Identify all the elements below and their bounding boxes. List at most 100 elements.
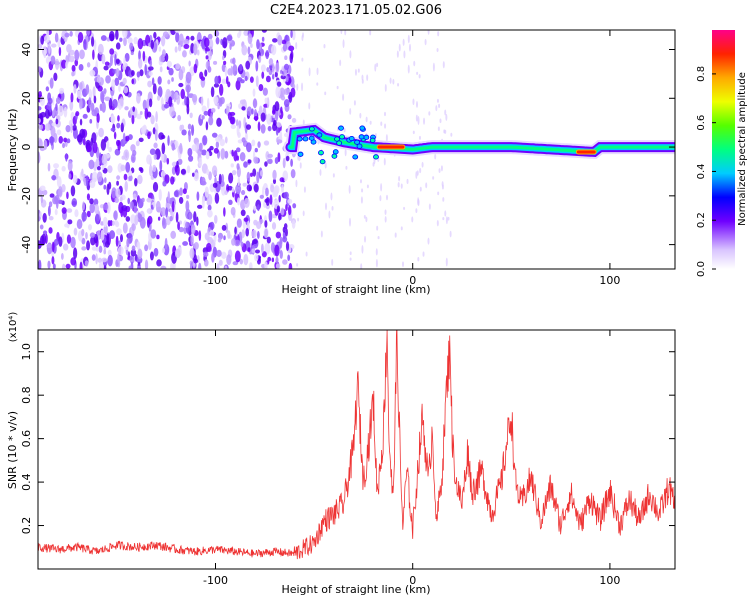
spectrogram-noise-cell xyxy=(81,168,84,178)
spectrogram-noise-cell xyxy=(106,233,110,245)
spectrogram-noise-cell xyxy=(109,219,113,227)
spectrogram-speckle xyxy=(336,85,339,90)
spectrogram-noise-cell xyxy=(190,234,194,246)
spectrogram-noise-cell xyxy=(103,265,107,269)
spectrogram-noise-cell xyxy=(70,257,77,266)
spectrogram-speckle xyxy=(345,165,348,170)
spectrogram-noise-cell xyxy=(130,249,137,257)
spectrogram-noise-cell xyxy=(251,229,257,239)
spectrogram-speckle xyxy=(308,102,311,110)
spectrogram-blob xyxy=(296,136,303,142)
spectrogram-noise-cell xyxy=(283,88,290,95)
spectrogram-speckle xyxy=(325,202,328,211)
spectrogram-noise-cell xyxy=(232,261,239,266)
spectrogram-noise-cell xyxy=(260,124,266,134)
spectrogram-speckle xyxy=(435,105,438,112)
spectrogram-speckle xyxy=(436,98,439,103)
spectrogram-noise-cell xyxy=(53,163,60,169)
spectrogram-noise-cell xyxy=(161,49,166,58)
spectrogram-noise-cell xyxy=(222,55,225,61)
spectrogram-noise-cell xyxy=(109,230,116,240)
colorbar-tick-label: 0.4 xyxy=(696,163,707,179)
spectrogram-speckle xyxy=(416,71,419,75)
spectrogram-noise-cell xyxy=(218,83,224,96)
spectrogram-noise-cell xyxy=(161,134,166,140)
spectrogram-noise-cell xyxy=(215,141,220,149)
spectrogram-noise-cell xyxy=(263,140,270,146)
spectrogram-noise-cell xyxy=(266,236,271,244)
spectrogram-noise-cell xyxy=(256,171,260,184)
spectrogram-noise-cell xyxy=(250,43,253,48)
spectrogram-noise-cell xyxy=(120,122,124,133)
spectrogram-noise-cell xyxy=(81,246,87,251)
spectrogram-noise-cell xyxy=(152,127,156,135)
spectrogram-noise-cell xyxy=(53,72,58,82)
spectrogram-noise-cell xyxy=(49,193,55,198)
colorbar: 0.0 0.2 0.4 0.6 0.8 Normalized spectral ampl… xyxy=(696,30,748,277)
spectrogram-noise-cell xyxy=(252,239,258,245)
spectrogram-speckle xyxy=(383,157,386,166)
spectrogram-noise-cell xyxy=(161,142,166,155)
spectrogram-x-ticks: -100 0 100 xyxy=(203,30,620,287)
page-title: C2E4.2023.171.05.02.G06 xyxy=(270,3,442,18)
spectrogram-speckle xyxy=(342,93,345,101)
spectrogram-noise-cell xyxy=(97,85,103,92)
spectrogram-noise-cell xyxy=(276,81,282,87)
spectrogram-noise-cell xyxy=(70,185,76,197)
snr-x-ticks: -100 0 100 xyxy=(203,330,620,587)
spectrogram-noise-cell xyxy=(235,184,242,195)
spectrogram-noise-cell xyxy=(96,171,103,183)
spectrogram-blob xyxy=(338,125,344,131)
spectrogram-noise-cell xyxy=(137,248,143,260)
spectrogram-noise-cell xyxy=(44,109,50,119)
spectrogram-noise-cell xyxy=(110,115,116,124)
spectrogram-noise-cell xyxy=(256,231,260,239)
spectrogram-noise-cell xyxy=(198,262,202,269)
snr-ytick-label: 0.2 xyxy=(20,517,33,535)
spectrogram-speckle xyxy=(369,120,372,125)
spectrogram-noise-cell xyxy=(90,36,95,47)
spectrogram-noise-cell xyxy=(242,182,247,187)
spectrogram-noise-cell xyxy=(181,129,187,136)
spectrogram-noise-cell xyxy=(206,242,212,253)
spectrogram-speckle xyxy=(417,197,420,206)
spectrogram-noise-cell xyxy=(70,236,76,249)
spectrogram-noise-cell xyxy=(239,63,243,72)
spectrogram-speckle xyxy=(369,30,372,36)
spectrogram-noise-cell xyxy=(231,238,236,246)
spectrogram-noise-cell xyxy=(72,174,78,184)
spectrogram-noise-cell xyxy=(165,207,169,218)
spectrogram-noise-cell xyxy=(163,103,170,109)
spectrogram-noise-cell xyxy=(171,200,175,212)
spectrogram-noise-cell xyxy=(140,125,147,135)
spectrogram-noise-cell xyxy=(144,259,149,269)
spectrogram-noise-cell xyxy=(38,118,41,124)
spectrogram-noise-cell xyxy=(84,260,89,267)
colorbar-tick-label: 0.0 xyxy=(696,261,707,277)
spectrogram-noise-cell xyxy=(71,124,77,131)
spectrogram-noise-cell xyxy=(204,47,211,52)
spectrogram-noise-cell xyxy=(109,54,113,67)
spectrogram-noise-cell xyxy=(104,177,107,184)
spectrogram-noise-cell xyxy=(117,253,121,264)
spectrogram-noise-cell xyxy=(153,247,159,257)
spectrogram-noise-cell xyxy=(279,130,283,140)
spectrogram-noise-cell xyxy=(157,76,162,85)
spectrogram-ytick-label: -40 xyxy=(20,236,33,254)
spectrogram-noise-cell xyxy=(253,219,258,226)
spectrogram-noise-cell xyxy=(236,147,241,153)
spectrogram-noise-cell xyxy=(216,249,222,258)
spectrogram-speckle xyxy=(340,30,343,35)
spectrogram-speckle xyxy=(402,38,405,46)
spectrogram-noise-cell xyxy=(67,160,73,172)
spectrogram-noise-cell xyxy=(125,161,131,173)
spectrogram-noise-cell xyxy=(63,106,68,118)
spectrogram-blob xyxy=(308,135,315,141)
spectrogram-speckle xyxy=(353,100,356,106)
spectrogram-noise-cell xyxy=(160,207,167,217)
spectrogram-noise-cell xyxy=(107,165,113,174)
spectrogram-noise-cell xyxy=(246,171,251,182)
spectrogram-noise-cell xyxy=(92,141,98,154)
spectrogram-noise-cell xyxy=(166,90,172,97)
spectrogram-noise-cell xyxy=(144,244,149,252)
